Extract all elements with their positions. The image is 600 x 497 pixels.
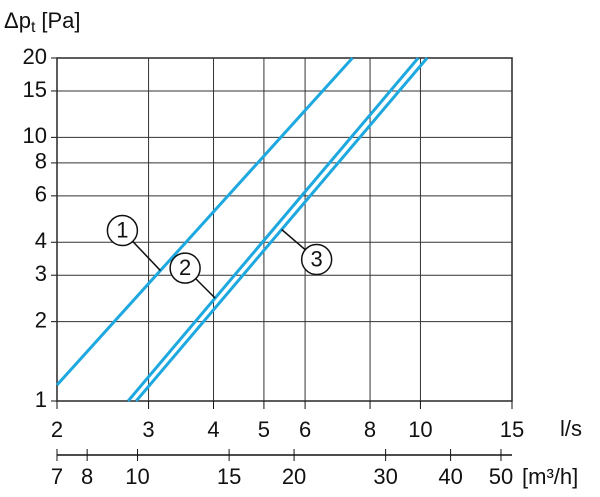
x2-tick-label: 20 [282, 464, 306, 489]
x-tick-label: 3 [142, 417, 154, 442]
x-axis-label: l/s [560, 416, 582, 441]
y-tick-label: 4 [35, 228, 47, 253]
x2-tick-label: 8 [81, 464, 93, 489]
series-line [55, 56, 354, 387]
x-tick-label: 10 [408, 417, 432, 442]
x-tick-label: 2 [51, 417, 63, 442]
y-tick-label: 6 [35, 182, 47, 207]
x2-axis-label: [m³/h] [522, 464, 578, 489]
callout-circle [300, 243, 333, 276]
y-label-symbol: Δp [4, 8, 31, 33]
x2-tick-label: 10 [125, 464, 149, 489]
x-tick-label: 15 [500, 417, 524, 442]
x2-tick-label: 40 [438, 464, 462, 489]
series-line [126, 57, 420, 402]
y-tick-label: 8 [35, 149, 47, 174]
legend-label: 2 [179, 255, 191, 280]
y-label-subscript: t [31, 19, 36, 36]
legend-label: 1 [116, 217, 128, 242]
x-tick-label: 4 [207, 417, 219, 442]
legend-label: 3 [311, 246, 323, 271]
callout-circle [106, 214, 139, 247]
y-tick-label: 3 [35, 261, 47, 286]
y-tick-label: 2 [35, 307, 47, 332]
callout-circle [169, 252, 201, 284]
y-tick-label: 1 [35, 387, 47, 412]
y-tick-label: 10 [23, 123, 47, 148]
x-tick-label: 5 [258, 417, 270, 442]
x2-tick-label: 7 [51, 464, 63, 489]
y-label-unit: [Pa] [41, 8, 80, 33]
x-tick-label: 8 [364, 417, 376, 442]
x2-tick-label: 15 [217, 464, 241, 489]
y-axis-label: Δpt [Pa] [4, 8, 81, 36]
y-tick-label: 15 [23, 77, 47, 102]
x2-tick-label: 50 [489, 464, 513, 489]
y-tick-label: 20 [23, 44, 47, 69]
series-line [135, 57, 429, 402]
x-tick-label: 6 [299, 417, 311, 442]
x2-tick-label: 30 [373, 464, 397, 489]
